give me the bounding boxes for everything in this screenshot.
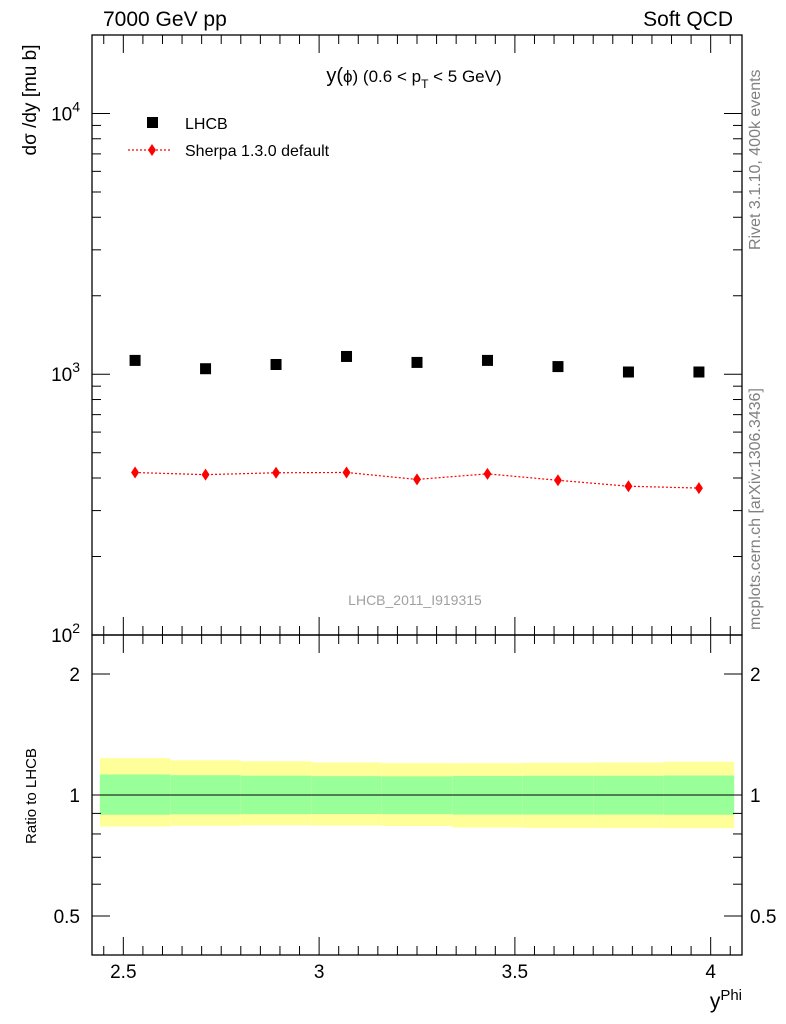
y-tick-label: 102 [51,620,80,647]
ratio-y-tick-label-left: 1 [69,786,80,807]
ratio-y-tick-label-right: 1 [750,786,761,807]
x-tick-label: 2.5 [110,962,136,983]
x-tick-label: 3 [314,962,325,983]
chart-title: y(ϕ) (0.6 < pT < 5 GeV) [326,65,501,91]
ratio-y-tick-label-left: 0.5 [54,907,80,928]
sherpa-point [624,480,633,493]
legend: LHCB Sherpa 1.3.0 default [128,116,330,160]
sherpa-point [413,473,421,486]
legend-marker-lhcb [147,117,158,128]
lhcb-point [200,363,212,375]
ratio-ylabel: Ratio to LHCB [23,748,40,844]
mcplots-label: mcplots.cern.ch [arXiv:1306.3436] [747,388,764,630]
header-left: 7000 GeV pp [103,8,227,31]
ratio-y-tick-label-left: 2 [69,665,80,686]
sherpa-point [483,467,492,480]
sherpa-point [342,466,351,479]
lhcb-point [411,356,423,368]
analysis-watermark: LHCB_2011_I919315 [348,592,482,608]
ratio-panel: 2.5 3 3.5 4 0.5 0.5 1 1 2 2 [54,634,776,983]
lhcb-point [552,361,564,373]
y-tick-label: 103 [51,359,80,386]
sherpa-point [694,482,703,495]
ratio-y-tick-label-right: 0.5 [750,907,776,928]
lhcb-point [270,358,282,370]
legend-marker-sherpa [148,144,156,156]
xlabel: yPhi [710,987,742,1013]
sherpa-point [272,466,281,479]
sherpa-point [553,474,562,487]
sherpa-point [131,466,140,479]
x-tick-label: 4 [705,962,716,983]
header-right: Soft QCD [643,8,733,31]
sherpa-point [201,468,210,481]
x-tick-label: 3.5 [502,962,528,983]
legend-label-sherpa: Sherpa 1.3.0 default [185,143,330,160]
legend-label-lhcb: LHCB [185,116,228,133]
lhcb-point [481,354,493,366]
ratio-y-tick-label-right: 2 [750,665,761,686]
rivet-version-label: Rivet 3.1.10, 400k events [747,69,764,250]
upper-ylabel: dσ /dy [mu b] [20,45,41,156]
lhcb-point [129,354,141,366]
lhcb-point [341,350,353,362]
lhcb-point [622,366,634,378]
y-tick-label: 104 [51,98,80,125]
lhcb-point [693,366,705,378]
